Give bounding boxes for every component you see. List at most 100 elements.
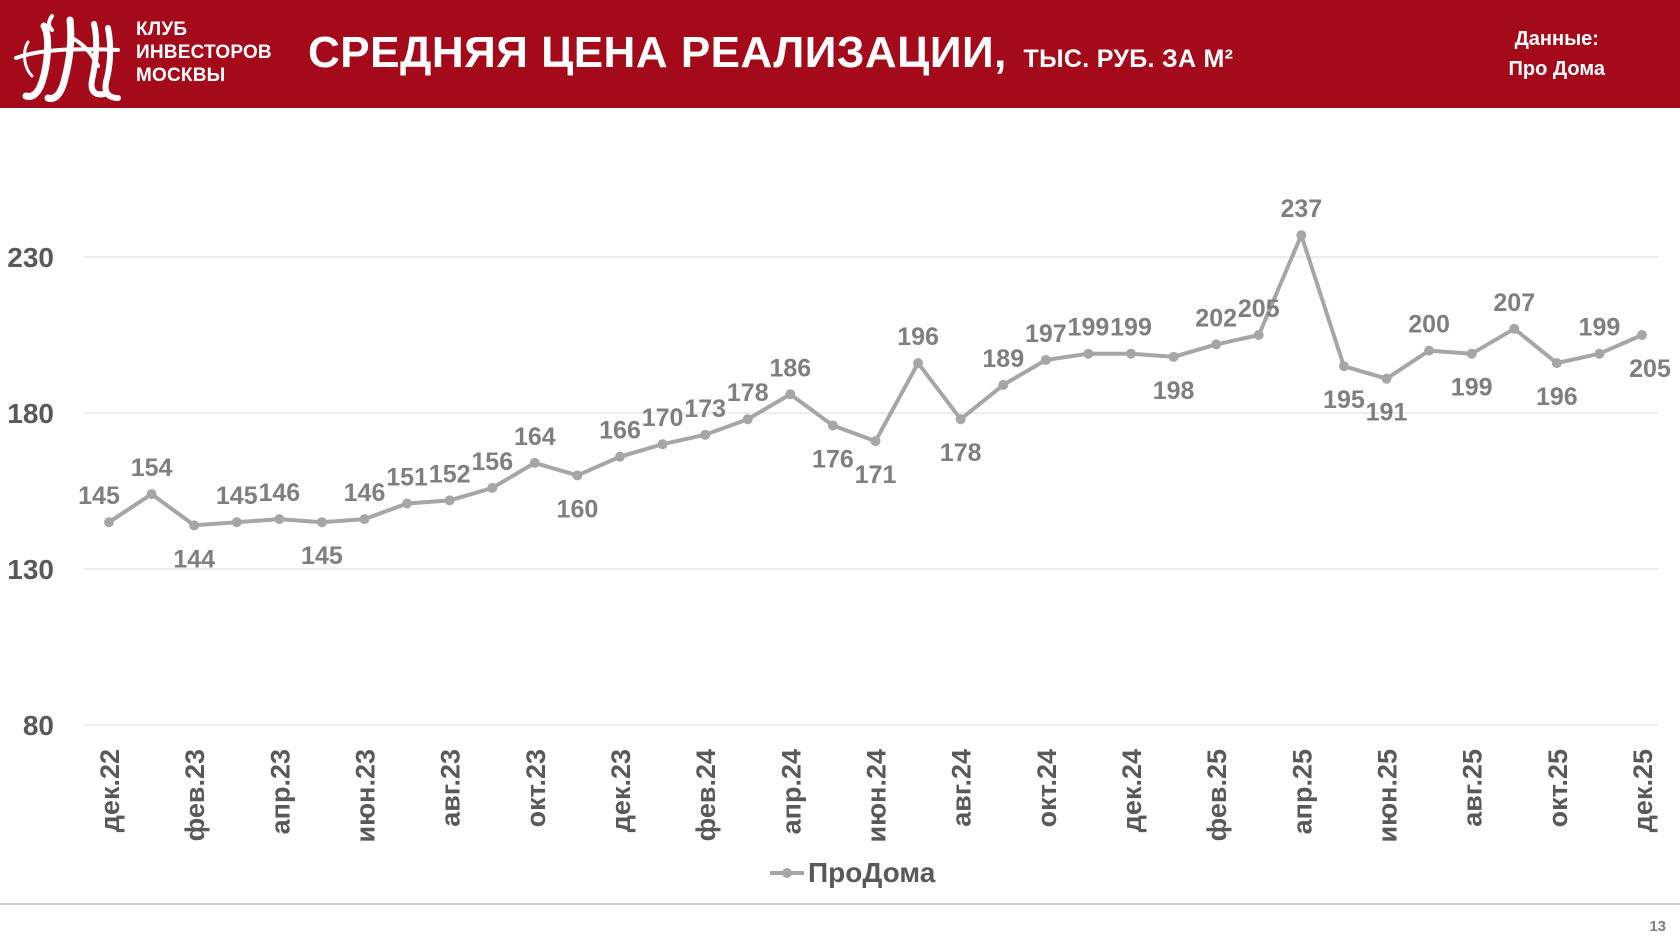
data-point xyxy=(1509,324,1519,334)
club-name-line: КЛУБ xyxy=(136,18,272,41)
data-point xyxy=(487,483,497,493)
data-point xyxy=(828,420,838,430)
x-tick-label: июн.23 xyxy=(351,749,381,843)
data-label: 176 xyxy=(812,445,854,473)
data-label: 166 xyxy=(599,417,641,445)
data-label: 154 xyxy=(131,454,173,482)
data-label: 207 xyxy=(1493,289,1535,317)
data-label: 146 xyxy=(258,479,300,507)
data-label: 146 xyxy=(344,479,386,507)
data-point xyxy=(956,414,966,424)
data-point xyxy=(615,452,625,462)
page-title: СРЕДНЯЯ ЦЕНА РЕАЛИЗАЦИИ, ТЫС. РУБ. ЗА М² xyxy=(308,28,1233,78)
data-point xyxy=(530,458,540,468)
data-point xyxy=(147,489,157,499)
page-title-main: СРЕДНЯЯ ЦЕНА РЕАЛИЗАЦИИ, xyxy=(308,28,1007,77)
data-label: 237 xyxy=(1280,195,1322,223)
data-label: 173 xyxy=(684,395,726,423)
legend-marker-swatch xyxy=(782,868,792,878)
data-label: 205 xyxy=(1238,295,1280,323)
x-tick-label: фев.23 xyxy=(180,749,210,841)
data-point xyxy=(1424,346,1434,356)
x-tick-label: окт.24 xyxy=(1032,749,1062,827)
data-point xyxy=(317,517,327,527)
data-label: 189 xyxy=(982,345,1024,373)
x-tick-label: авг.24 xyxy=(947,749,977,827)
data-label: 145 xyxy=(216,482,258,510)
x-tick-label: дек.23 xyxy=(606,749,636,832)
data-point xyxy=(1552,358,1562,368)
data-point xyxy=(274,514,284,524)
data-label: 152 xyxy=(429,460,471,488)
header-bar: КЛУБ ИНВЕСТОРОВ МОСКВЫ СРЕДНЯЯ ЦЕНА РЕАЛ… xyxy=(0,0,1680,108)
data-label: 205 xyxy=(1629,355,1671,383)
data-label: 156 xyxy=(471,448,513,476)
data-point xyxy=(445,495,455,505)
data-point xyxy=(1637,330,1647,340)
data-source: Данные: Про Дома xyxy=(1509,24,1605,84)
data-label: 145 xyxy=(301,542,343,570)
data-label: 186 xyxy=(769,354,811,382)
club-logo-icon xyxy=(8,8,126,106)
data-point xyxy=(402,498,412,508)
data-point xyxy=(1211,339,1221,349)
club-name-line: МОСКВЫ xyxy=(136,64,272,87)
club-name-line: ИНВЕСТОРОВ xyxy=(136,41,272,64)
y-tick-label: 80 xyxy=(23,710,54,741)
data-label: 198 xyxy=(1153,377,1195,405)
data-source-name: Про Дома xyxy=(1509,54,1605,84)
data-point xyxy=(913,358,923,368)
x-tick-label: дек.25 xyxy=(1628,749,1658,832)
data-label: 200 xyxy=(1408,311,1450,339)
x-tick-label: апр.23 xyxy=(265,749,295,834)
page-number: 13 xyxy=(1649,918,1666,935)
data-point xyxy=(1169,352,1179,362)
x-tick-label: фев.25 xyxy=(1202,749,1232,841)
data-point xyxy=(871,436,881,446)
x-tick-label: окт.25 xyxy=(1543,749,1573,827)
data-point xyxy=(658,439,668,449)
data-label: 202 xyxy=(1195,304,1237,332)
data-point xyxy=(1254,330,1264,340)
x-tick-label: авг.25 xyxy=(1458,749,1488,827)
data-label: 144 xyxy=(173,545,215,573)
price-line-chart: 80 130 180 230 дек.22 фев.23 апр.23 июн.23 авг.2… xyxy=(0,108,1680,898)
x-tick-label: апр.25 xyxy=(1287,749,1317,834)
footer-divider xyxy=(0,903,1680,905)
data-label: 195 xyxy=(1323,386,1365,414)
club-name: КЛУБ ИНВЕСТОРОВ МОСКВЫ xyxy=(136,18,272,87)
data-label: 151 xyxy=(386,463,428,491)
data-label: 178 xyxy=(727,379,769,407)
data-point xyxy=(1296,230,1306,240)
y-tick-label: 180 xyxy=(7,398,54,429)
data-label: 199 xyxy=(1451,374,1493,402)
x-tick-label: июн.25 xyxy=(1373,749,1403,843)
data-label: 191 xyxy=(1366,399,1408,427)
data-point xyxy=(700,430,710,440)
x-tick-label: окт.23 xyxy=(521,749,551,827)
data-label: 178 xyxy=(940,439,982,467)
data-label: 199 xyxy=(1110,314,1152,342)
data-point xyxy=(785,389,795,399)
data-point xyxy=(998,380,1008,390)
data-point xyxy=(104,517,114,527)
data-point xyxy=(360,514,370,524)
x-tick-label: апр.24 xyxy=(776,749,806,834)
data-point xyxy=(1041,355,1051,365)
data-label: 170 xyxy=(642,404,684,432)
data-point xyxy=(743,414,753,424)
data-label: 145 xyxy=(78,482,120,510)
x-tick-label: авг.23 xyxy=(436,749,466,827)
page-title-unit: ТЫС. РУБ. ЗА М² xyxy=(1024,45,1234,73)
y-tick-label: 130 xyxy=(7,554,54,585)
data-point xyxy=(1594,349,1604,359)
data-label: 197 xyxy=(1025,320,1067,348)
data-source-label: Данные: xyxy=(1509,24,1605,54)
data-point xyxy=(232,517,242,527)
x-tick-label: июн.24 xyxy=(862,749,892,843)
data-point xyxy=(1126,349,1136,359)
y-tick-label: 230 xyxy=(7,242,54,273)
data-label: 196 xyxy=(1536,383,1578,411)
x-tick-label: дек.22 xyxy=(95,749,125,832)
legend-label: ПроДома xyxy=(808,857,936,888)
